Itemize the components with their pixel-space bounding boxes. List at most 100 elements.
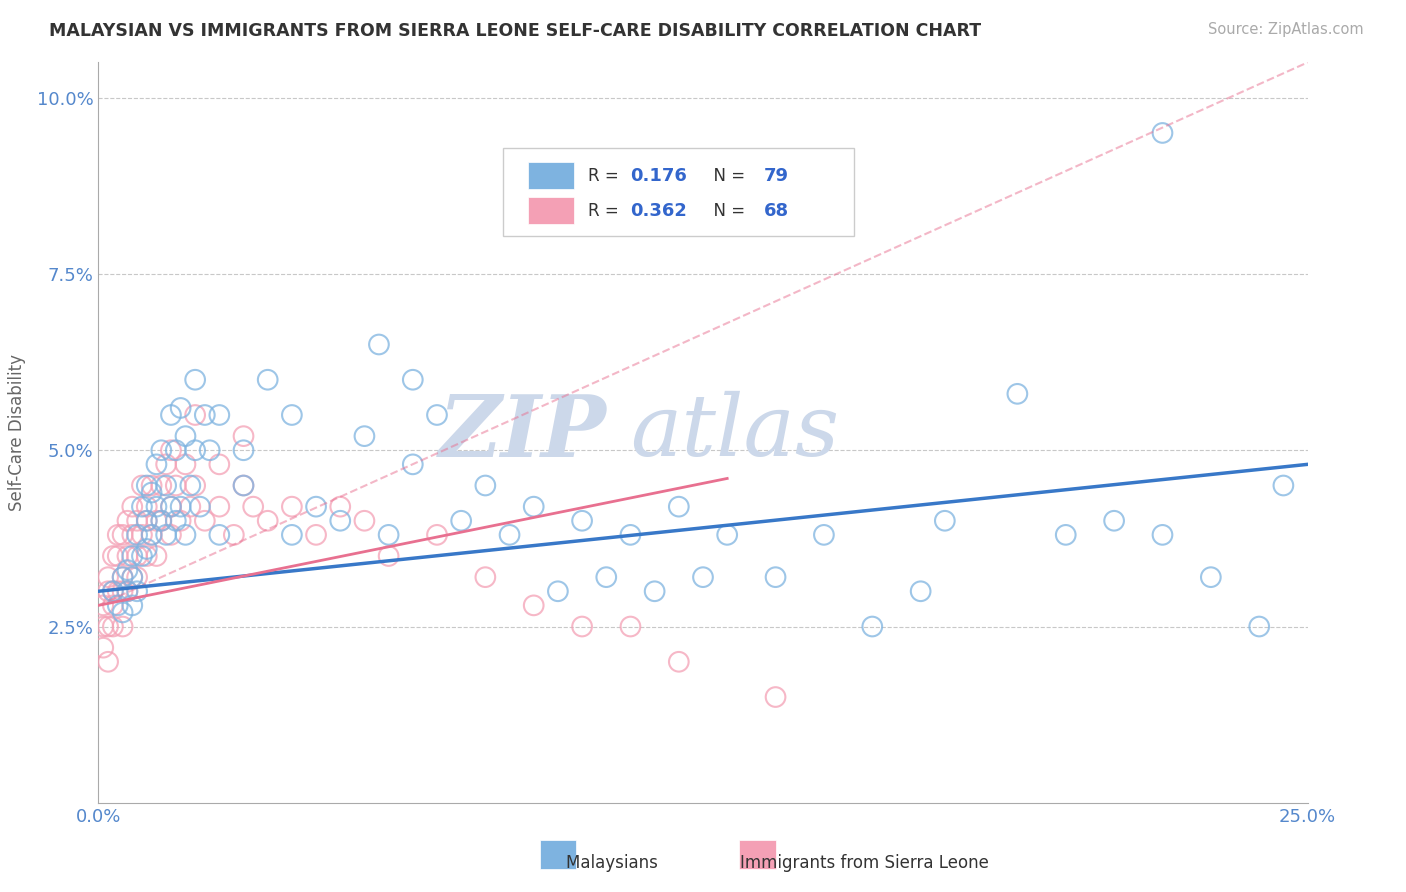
- Point: [121, 549, 143, 563]
- Point: [256, 373, 278, 387]
- Point: [184, 373, 207, 387]
- Point: [426, 528, 449, 542]
- Point: [160, 500, 183, 514]
- Point: [101, 584, 124, 599]
- Point: [150, 443, 173, 458]
- Text: R =: R =: [588, 167, 624, 185]
- Point: [127, 549, 149, 563]
- Point: [127, 584, 149, 599]
- Point: [121, 528, 143, 542]
- Point: [256, 514, 278, 528]
- Point: [165, 478, 187, 492]
- Point: [619, 528, 641, 542]
- Point: [305, 500, 328, 514]
- Point: [232, 478, 254, 492]
- Point: [174, 429, 197, 443]
- Point: [232, 429, 254, 443]
- Point: [117, 563, 139, 577]
- Point: [242, 500, 264, 514]
- Point: [595, 161, 617, 176]
- Y-axis label: Self-Care Disability: Self-Care Disability: [7, 354, 25, 511]
- Point: [208, 458, 231, 472]
- Point: [402, 458, 425, 472]
- Point: [117, 584, 139, 599]
- Point: [97, 584, 120, 599]
- Point: [169, 514, 191, 528]
- Point: [97, 570, 120, 584]
- Point: [571, 514, 593, 528]
- Point: [131, 478, 153, 492]
- Point: [934, 514, 956, 528]
- Point: [377, 549, 399, 563]
- Point: [131, 500, 153, 514]
- Point: [111, 606, 134, 620]
- Bar: [527, 162, 574, 189]
- Point: [107, 549, 129, 563]
- Bar: [540, 840, 576, 870]
- Text: 79: 79: [763, 167, 789, 185]
- Point: [165, 514, 187, 528]
- Point: [160, 528, 183, 542]
- Point: [1152, 528, 1174, 542]
- Point: [174, 458, 197, 472]
- Point: [160, 443, 183, 458]
- Point: [232, 443, 254, 458]
- Point: [595, 570, 617, 584]
- Point: [141, 485, 163, 500]
- Point: [1272, 478, 1295, 492]
- Point: [145, 549, 167, 563]
- Point: [165, 443, 187, 458]
- Point: [160, 500, 183, 514]
- Point: [402, 373, 425, 387]
- Point: [141, 528, 163, 542]
- Point: [450, 514, 472, 528]
- Point: [668, 655, 690, 669]
- Point: [184, 408, 207, 422]
- Point: [141, 528, 163, 542]
- Point: [281, 528, 304, 542]
- Point: [860, 619, 883, 633]
- Point: [474, 570, 496, 584]
- Point: [426, 408, 449, 422]
- Point: [111, 584, 134, 599]
- Point: [813, 528, 835, 542]
- Text: ZIP: ZIP: [439, 391, 606, 475]
- Point: [141, 478, 163, 492]
- Point: [547, 584, 569, 599]
- Point: [174, 528, 197, 542]
- Point: [169, 401, 191, 415]
- Point: [97, 619, 120, 633]
- Bar: [740, 840, 776, 870]
- Point: [184, 443, 207, 458]
- Point: [127, 528, 149, 542]
- Text: Malaysians: Malaysians: [523, 855, 658, 872]
- Point: [117, 514, 139, 528]
- Point: [107, 599, 129, 613]
- Point: [121, 500, 143, 514]
- Point: [692, 570, 714, 584]
- Point: [160, 408, 183, 422]
- Point: [127, 514, 149, 528]
- Point: [765, 690, 787, 704]
- Point: [523, 500, 546, 514]
- Point: [523, 599, 546, 613]
- Text: 0.362: 0.362: [630, 202, 688, 219]
- Point: [305, 528, 328, 542]
- Point: [222, 528, 245, 542]
- Point: [101, 619, 124, 633]
- FancyBboxPatch shape: [503, 147, 855, 236]
- Point: [1007, 387, 1029, 401]
- Point: [1102, 514, 1125, 528]
- Point: [117, 584, 139, 599]
- Point: [121, 599, 143, 613]
- Point: [571, 619, 593, 633]
- Point: [155, 458, 177, 472]
- Point: [145, 458, 167, 472]
- Point: [184, 478, 207, 492]
- Point: [150, 514, 173, 528]
- Text: atlas: atlas: [630, 392, 839, 474]
- Point: [150, 514, 173, 528]
- Point: [111, 570, 134, 584]
- Point: [91, 599, 114, 613]
- Point: [135, 514, 157, 528]
